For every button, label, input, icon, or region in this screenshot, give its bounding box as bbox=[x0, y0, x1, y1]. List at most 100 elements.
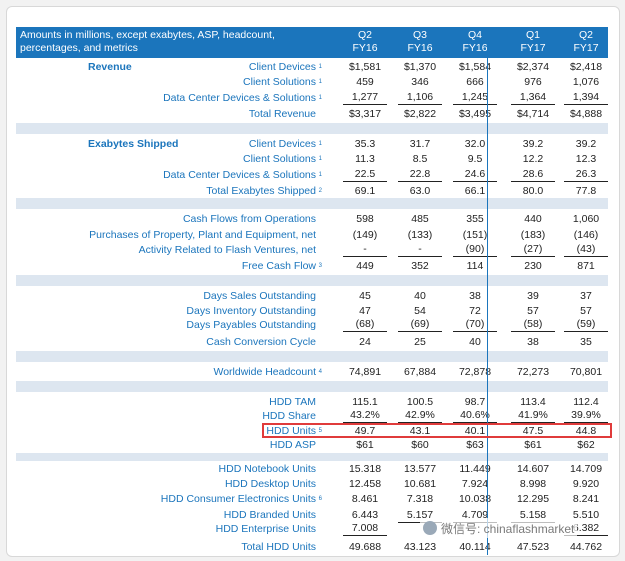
col-header: Q3 FY16 bbox=[407, 29, 433, 54]
footnote-marker: 5 bbox=[318, 428, 322, 434]
row-label-sup-wrap: 1 bbox=[319, 60, 322, 77]
table-row: Client Devices 1 35.3 31.7 32.0 39.2 39.2 bbox=[16, 137, 608, 151]
table-row: HDD Share 43.2% 42.9% 40.6% 41.9% 39.9% bbox=[16, 409, 608, 423]
cell-value: 12.458 bbox=[348, 478, 382, 490]
footnote-marker: 1 bbox=[318, 64, 322, 70]
cell-value: 10.681 bbox=[403, 478, 437, 490]
cell-value: 40.1 bbox=[464, 425, 486, 437]
row-label: HDD Units bbox=[266, 425, 316, 437]
cell-value: $1,370 bbox=[403, 61, 437, 73]
cell-value: 70,801 bbox=[569, 366, 603, 378]
cell-value: (90) bbox=[453, 243, 497, 257]
cell-value: 459 bbox=[356, 76, 374, 88]
cell-value: 8.241 bbox=[572, 493, 600, 505]
table-header: Amounts in millions, except exabytes, AS… bbox=[16, 27, 608, 58]
cell-value: 9.920 bbox=[572, 478, 600, 490]
cell-value: 871 bbox=[577, 260, 595, 272]
cell-value: (146) bbox=[573, 229, 599, 241]
section-heading-revenue: Revenue bbox=[88, 61, 132, 73]
cell-value: 115.1 bbox=[352, 396, 378, 408]
row-label: Total Revenue bbox=[248, 108, 316, 120]
cell-value: 9.5 bbox=[467, 153, 483, 165]
row-label: Purchases of Property, Plant and Equipme… bbox=[89, 229, 316, 241]
col-header: Q4 FY16 bbox=[462, 29, 488, 54]
table-row: Total Exabytes Shipped 2 69.1 63.0 66.1 80.0 7… bbox=[16, 184, 608, 198]
cell-value: 44.762 bbox=[569, 541, 603, 553]
table-row: Days Payables Outstanding (68) (69) (70) (58… bbox=[16, 318, 608, 332]
row-label: HDD Share bbox=[262, 410, 316, 422]
row-label: HDD ASP bbox=[269, 439, 316, 451]
table-row: Data Center Devices & Solutions 1 22.5 22.8… bbox=[16, 168, 608, 182]
cell-value: 8.998 bbox=[519, 478, 547, 490]
cell-value: - bbox=[343, 243, 387, 257]
cell-value: 11.449 bbox=[459, 463, 491, 475]
cell-value: 43.123 bbox=[403, 541, 437, 553]
table-row: HDD Notebook Units 15.318 13.577 11.449 14.6… bbox=[16, 462, 608, 476]
cell-value: 112.4 bbox=[573, 396, 599, 408]
table-row: Purchases of Property, Plant and Equipme… bbox=[16, 228, 608, 242]
row-label: Cash Flows from Operations bbox=[182, 213, 316, 225]
cell-value: 54 bbox=[414, 305, 426, 317]
footnote-marker: 1 bbox=[318, 172, 322, 178]
row-label-sup-wrap: 6 bbox=[319, 492, 322, 509]
cell-value: 42.9% bbox=[398, 409, 442, 423]
row-label-sup-wrap: 5 bbox=[319, 424, 322, 441]
section-band bbox=[16, 198, 608, 209]
cell-value: (183) bbox=[520, 229, 546, 241]
cell-value: 37 bbox=[580, 290, 592, 302]
col-header: Q2 FY16 bbox=[352, 29, 378, 54]
row-label: Total Exabytes Shipped bbox=[206, 185, 316, 197]
cell-value: 39 bbox=[527, 290, 539, 302]
row-label: HDD Enterprise Units bbox=[215, 523, 316, 535]
cell-value: 1,245 bbox=[453, 91, 497, 105]
cell-value: 40.114 bbox=[459, 541, 491, 553]
table-row: Activity Related to Flash Ventures, net -… bbox=[16, 243, 608, 257]
cell-value: 1,364 bbox=[511, 91, 555, 105]
cell-value: $4,888 bbox=[569, 108, 603, 120]
cell-value: 7.008 bbox=[343, 522, 387, 536]
section-heading-row: Exabytes Shipped bbox=[16, 137, 608, 151]
row-label: Days Inventory Outstanding bbox=[186, 305, 316, 317]
cell-value: 43.1 bbox=[409, 425, 431, 437]
cell-value: $3,317 bbox=[348, 108, 382, 120]
table-row: Worldwide Headcount 4 74,891 67,884 72,878 72… bbox=[16, 365, 608, 379]
cell-value: 77.8 bbox=[575, 185, 597, 197]
row-label: Worldwide Headcount bbox=[213, 366, 316, 378]
cell-value: 12.2 bbox=[522, 153, 544, 165]
cell-value: 449 bbox=[356, 260, 374, 272]
table-row: Client Devices 1 $1,581 $1,370 $1,584 $2,374 $… bbox=[16, 60, 608, 74]
cell-value: 15.318 bbox=[348, 463, 382, 475]
cell-value: 8.461 bbox=[351, 493, 379, 505]
row-label: Client Solutions bbox=[243, 153, 316, 165]
cell-value: (27) bbox=[511, 243, 555, 257]
cell-value: $63 bbox=[466, 439, 484, 451]
cell-value: 5.510 bbox=[572, 509, 600, 521]
cell-value: 32.0 bbox=[464, 138, 486, 150]
row-label-sup-wrap: 4 bbox=[319, 365, 322, 382]
cell-value: 41.9% bbox=[511, 409, 555, 423]
table-row: Total Revenue $3,317 $2,822 $3,495 $4,714 $4,… bbox=[16, 107, 608, 121]
row-label: Client Devices bbox=[248, 61, 316, 73]
cell-value: 38 bbox=[527, 336, 539, 348]
cell-value: 346 bbox=[411, 76, 429, 88]
highlight-box bbox=[262, 423, 612, 438]
row-label: Data Center Devices & Solutions bbox=[163, 92, 316, 104]
cell-value: 38 bbox=[469, 290, 481, 302]
table-row: HDD Desktop Units 12.458 10.681 7.924 8.998 9… bbox=[16, 477, 608, 491]
header-title: Amounts in millions, except exabytes, AS… bbox=[20, 29, 275, 54]
cell-value: 22.8 bbox=[398, 168, 442, 182]
cell-value: 7.924 bbox=[461, 478, 489, 490]
cell-value: 49.688 bbox=[348, 541, 382, 553]
row-label-sup-wrap: 1 bbox=[319, 137, 322, 154]
cell-value: 28.6 bbox=[511, 168, 555, 182]
row-label: HDD Desktop Units bbox=[224, 478, 316, 490]
cell-value: 485 bbox=[411, 213, 429, 225]
row-label: HDD TAM bbox=[269, 396, 316, 408]
cell-value: 6.382 bbox=[564, 522, 608, 536]
table-row: Total HDD Units 49.688 43.123 40.114 47.523 4… bbox=[16, 540, 608, 554]
cell-value: 72 bbox=[469, 305, 481, 317]
cell-value: 355 bbox=[466, 213, 484, 225]
cell-value: $2,418 bbox=[569, 61, 603, 73]
cell-value: (149) bbox=[352, 229, 378, 241]
cell-value: 12.3 bbox=[575, 153, 597, 165]
